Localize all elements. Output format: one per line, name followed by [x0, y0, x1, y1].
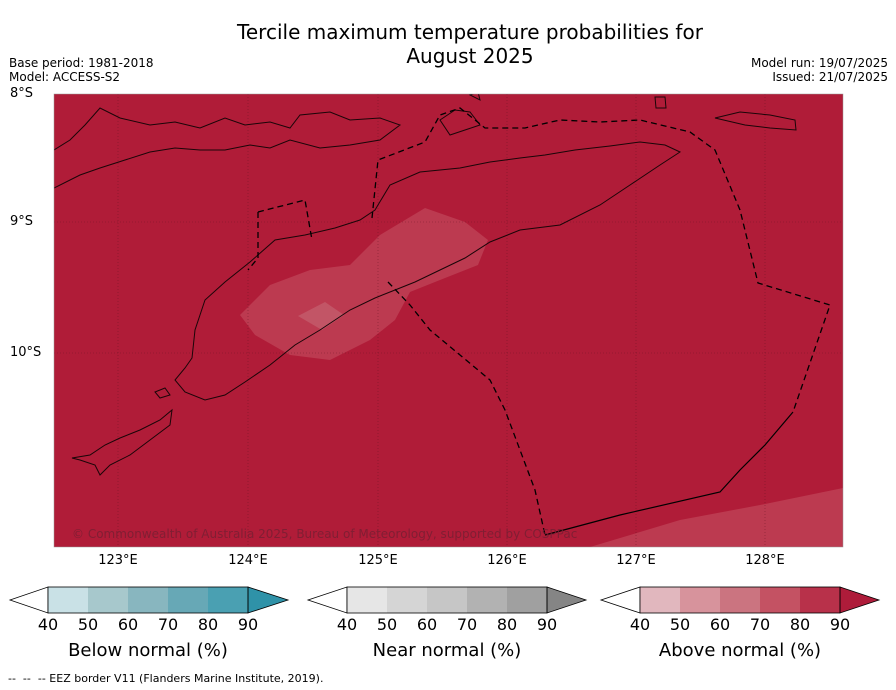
copyright-notice: © Commonwealth of Australia 2025, Bureau… [72, 527, 578, 541]
colorbar-label: Near normal (%) [372, 640, 522, 661]
chart-title: Tercile maximum temperature probabilitie… [0, 20, 896, 68]
colorbar-segment [208, 587, 248, 613]
colorbar-tick-label: 70 [157, 615, 179, 634]
small-island-2 [154, 387, 171, 399]
colorbar-high-extension [546, 586, 588, 614]
map-background-above-90 [54, 94, 843, 547]
colorbar-segment [387, 587, 427, 613]
title-line-1: Tercile maximum temperature probabilitie… [237, 20, 703, 44]
lon-label-123e: 123°E [98, 553, 138, 568]
map-panel [53, 93, 844, 548]
issued-date: Issued: 21/07/2025 [772, 70, 888, 84]
colorbar-segment [48, 587, 88, 613]
colorbars [8, 586, 881, 614]
colorbar-tick-label: 60 [117, 615, 139, 634]
rote-savu-islands [71, 408, 173, 476]
eez-footer-note: -- -- -- EEZ border V11 (Flanders Marine… [8, 672, 324, 685]
eez-border [247, 107, 831, 536]
colorbar-tick-label: 60 [416, 615, 438, 634]
colorbar-segment [347, 587, 387, 613]
small-island-3 [468, 94, 481, 101]
flores-islands [54, 107, 402, 189]
colorbar-segment [467, 587, 507, 613]
colorbar-tick-label: 50 [77, 615, 99, 634]
colorbar-segment [680, 587, 720, 613]
colorbar-tick-label: 90 [237, 615, 259, 634]
base-period: Base period: 1981-2018 [9, 56, 154, 70]
model-run: Model run: 19/07/2025 [750, 56, 888, 70]
colorbar-below-normal [8, 586, 290, 614]
timor-island [174, 141, 682, 401]
colorbar-tick-label: 90 [829, 615, 851, 634]
colorbar-near-normal [306, 586, 588, 614]
colorbar-segment [128, 587, 168, 613]
colorbar-segment [760, 587, 800, 613]
colorbar-low-extension [306, 586, 348, 614]
colorbar-segment [720, 587, 760, 613]
colorbar-tick-label: 50 [669, 615, 691, 634]
colorbar-segment [427, 587, 467, 613]
prob-patch-above-80-south [590, 488, 843, 547]
small-island-1 [654, 96, 667, 109]
colorbar-tick-label: 70 [749, 615, 771, 634]
lat-label-10s: 10°S [10, 345, 42, 360]
colorbar-tick-label: 80 [496, 615, 518, 634]
colorbar-low-extension [599, 586, 641, 614]
lat-label-8s: 8°S [10, 86, 34, 101]
lat-label-9s: 9°S [10, 214, 34, 229]
colorbar-above-normal [599, 586, 881, 614]
colorbar-tick-label: 90 [536, 615, 558, 634]
lon-label-127e: 127°E [616, 553, 656, 568]
colorbar-tick-label: 40 [629, 615, 651, 634]
grid-lines [54, 94, 843, 547]
colorbar-tick-label: 50 [376, 615, 398, 634]
lon-label-124e: 124°E [228, 553, 268, 568]
title-line-2: August 2025 [406, 44, 534, 68]
lon-label-128e: 128°E [745, 553, 785, 568]
colorbar-tick-label: 40 [336, 615, 358, 634]
colorbar-tick-label: 80 [197, 615, 219, 634]
prob-patch-above-80 [240, 208, 488, 360]
colorbar-segment [507, 587, 547, 613]
timor-sea-boundary [544, 411, 794, 536]
colorbar-tick-label: 60 [709, 615, 731, 634]
colorbar-label: Above normal (%) [658, 640, 822, 661]
meta-left: Base period: 1981-2018 Model: ACCESS-S2 [9, 56, 154, 84]
colorbar-high-extension [247, 586, 290, 614]
prob-patch-above-70 [298, 302, 344, 330]
colorbar-segment [640, 587, 680, 613]
colorbar-tick-label: 40 [37, 615, 59, 634]
colorbar-segment [88, 587, 128, 613]
lon-label-125e: 125°E [358, 553, 398, 568]
colorbar-tick-label: 80 [789, 615, 811, 634]
colorbar-high-extension [839, 586, 881, 614]
tanimbar-islands [714, 111, 797, 131]
colorbar-segment [168, 587, 208, 613]
lon-label-126e: 126°E [487, 553, 527, 568]
colorbar-tick-label: 70 [456, 615, 478, 634]
model-name: Model: ACCESS-S2 [9, 70, 121, 84]
coastlines [54, 94, 797, 476]
colorbar-label: Below normal (%) [68, 640, 228, 661]
colorbar-segment [800, 587, 840, 613]
colorbar-low-extension [8, 586, 49, 614]
meta-right: Model run: 19/07/2025 Issued: 21/07/2025 [751, 56, 888, 84]
